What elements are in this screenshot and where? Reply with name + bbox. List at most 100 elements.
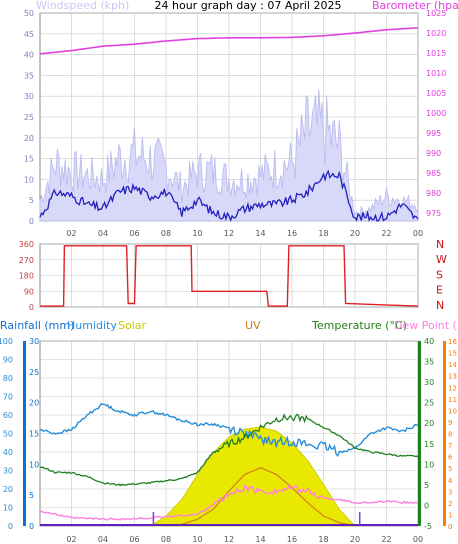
x-tick-label: 02 — [66, 535, 76, 544]
barometer-tick-label: 990 — [426, 149, 441, 158]
x-tick-label: 12 — [224, 535, 234, 544]
wind-tick-label: 50 — [24, 9, 34, 18]
dewpoint-tick-label: 5 — [448, 465, 452, 473]
chart-title: 24 hour graph day : 07 April 2025 — [155, 0, 342, 12]
direction-tick-label: 180 — [19, 272, 34, 281]
rain-tick-label: 0 — [29, 522, 34, 531]
dewpoint-tick-label: 8 — [448, 431, 452, 439]
rain-tick-label: 5 — [29, 491, 34, 500]
direction-tick-label: 0 — [29, 303, 34, 312]
x-tick-label: 10 — [192, 229, 202, 238]
dewpoint-tick-label: 16 — [448, 338, 457, 346]
dewpoint-tick-label: 0 — [448, 523, 452, 531]
barometer-tick-label: 1010 — [426, 69, 446, 78]
temperature-tick-label: 0 — [424, 501, 429, 510]
wind-tick-label: 15 — [24, 155, 34, 164]
compass-label: E — [436, 284, 443, 297]
x-tick-label: 04 — [98, 229, 108, 238]
x-tick-label: 08 — [161, 535, 171, 544]
dewpoint-tick-label: 12 — [448, 384, 457, 392]
temperature-tick-label: 15 — [424, 440, 434, 449]
x-tick-label: 18 — [318, 229, 328, 238]
dewpoint-tick-label: 6 — [448, 454, 453, 462]
barometer-tick-label: 995 — [426, 129, 441, 138]
compass-label: W — [436, 253, 447, 266]
x-tick-label: 12 — [224, 229, 234, 238]
x-tick-label: 16 — [287, 229, 297, 238]
temperature-tick-label: 40 — [424, 337, 434, 346]
humidity-tick-label: 20 — [3, 485, 13, 494]
dewpoint-tick-label: 1 — [448, 511, 452, 519]
temperature-line — [39, 413, 419, 487]
barometer-tick-label: 1000 — [426, 109, 446, 118]
humidity-tick-label: 10 — [3, 504, 13, 513]
barometer-tick-label: 1005 — [426, 89, 446, 98]
temperature-label: Temperature (°C) — [311, 319, 407, 332]
x-tick-label: 22 — [381, 535, 391, 544]
barometer-tick-label: 1020 — [426, 29, 446, 38]
barometer-tick-label: 980 — [426, 189, 441, 198]
x-tick-label: 22 — [381, 229, 391, 238]
temperature-tick-label: -5 — [424, 522, 432, 531]
dewpoint-tick-label: 11 — [448, 396, 457, 404]
humidity-tick-label: 0 — [8, 522, 13, 531]
temperature-tick-label: 5 — [424, 481, 429, 490]
x-tick-label: 00 — [413, 535, 423, 544]
dewpoint-line — [39, 484, 419, 521]
x-tick-label: 20 — [350, 535, 360, 544]
wind-tick-label: 5 — [29, 196, 34, 205]
wind-tick-label: 20 — [24, 134, 34, 143]
wind-tick-label: 25 — [24, 113, 34, 122]
barometer-tick-label: 1015 — [426, 49, 446, 58]
humidity-tick-label: 30 — [3, 467, 13, 476]
x-tick-label: 00 — [413, 229, 423, 238]
rain-tick-label: 30 — [29, 337, 39, 346]
barometer-axis-label: Barometer (hpa) — [372, 0, 458, 12]
x-tick-label: 14 — [255, 229, 265, 238]
direction-tick-label: 270 — [19, 256, 34, 265]
wind-tick-label: 35 — [24, 71, 34, 80]
barometer-line — [39, 27, 419, 55]
wind-tick-label: 30 — [24, 92, 34, 101]
wind-direction-line — [40, 245, 419, 307]
x-tick-label: 06 — [129, 229, 139, 238]
humidity-tick-label: 100 — [0, 337, 13, 346]
wind-tick-label: 10 — [24, 175, 34, 184]
dewpoint-label: Dew Point (°C) — [394, 319, 458, 332]
dewpoint-tick-label: 9 — [448, 419, 452, 427]
solar-label: Solar — [118, 319, 147, 332]
wind-average-line — [39, 169, 419, 223]
x-tick-label: 16 — [287, 535, 297, 544]
dewpoint-tick-label: 7 — [448, 442, 452, 450]
humidity-tick-label: 80 — [3, 374, 13, 383]
solar-area — [150, 426, 356, 527]
temperature-tick-label: 35 — [424, 358, 434, 367]
direction-tick-label: 90 — [24, 287, 34, 296]
humidity-tick-label: 70 — [3, 393, 13, 402]
dewpoint-tick-label: 4 — [448, 477, 453, 485]
rain-axis-bar — [23, 341, 26, 526]
x-tick-label: 20 — [350, 229, 360, 238]
dewpoint-axis-bar — [443, 341, 446, 526]
rain-tick-label: 15 — [29, 430, 39, 439]
humidity-label: Humidity — [67, 319, 117, 332]
temperature-tick-label: 25 — [424, 399, 434, 408]
x-tick-label: 04 — [98, 535, 108, 544]
compass-label: S — [436, 268, 443, 281]
humidity-tick-label: 50 — [3, 430, 13, 439]
windspeed-axis-label: Windspeed (kph) — [36, 0, 129, 12]
x-tick-label: 08 — [161, 229, 171, 238]
uv-label: UV — [245, 319, 261, 332]
compass-label: N — [436, 238, 444, 251]
wind-tick-label: 40 — [24, 51, 34, 60]
barometer-tick-label: 985 — [426, 169, 441, 178]
compass-label: N — [436, 299, 444, 312]
x-tick-label: 06 — [129, 535, 139, 544]
wind-tick-label: 45 — [24, 30, 34, 39]
uv-line — [165, 467, 356, 527]
rain-tick-label: 25 — [29, 368, 39, 377]
